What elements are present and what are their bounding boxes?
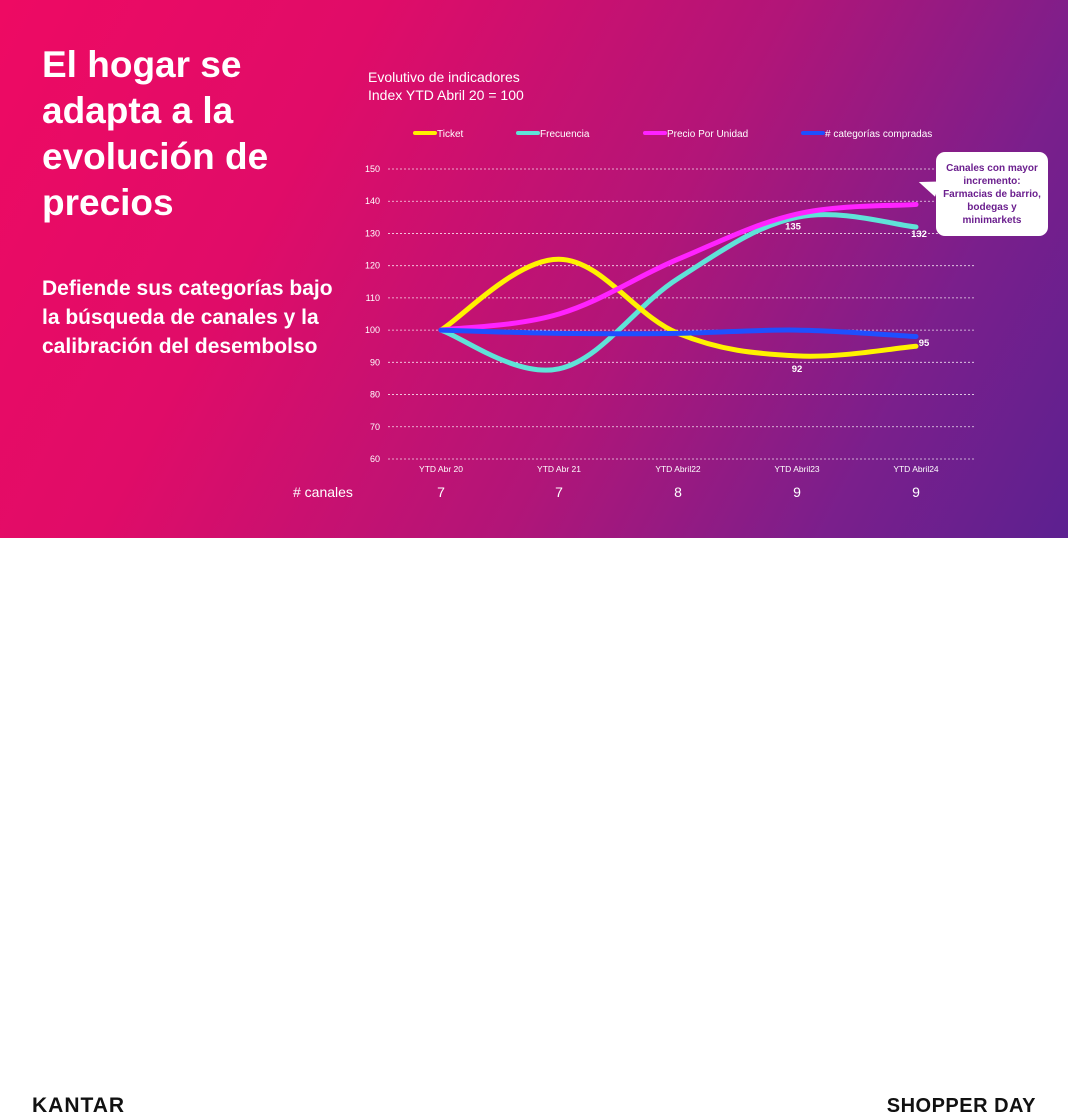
legend-label: Frecuencia — [540, 129, 590, 140]
y-tick-label: 130 — [365, 228, 380, 238]
y-tick-label: 100 — [365, 325, 380, 335]
callout-note: Canales con mayor incremento: Farmacias … — [936, 152, 1048, 236]
series-line--categor-as-compradas — [441, 330, 916, 337]
y-tick-label: 150 — [365, 164, 380, 174]
data-label: 132 — [911, 229, 927, 240]
y-tick-label: 110 — [366, 293, 380, 303]
x-tick-label: YTD Abril24 — [893, 464, 939, 474]
channels-value: 9 — [912, 484, 920, 500]
series-line-ticket — [441, 259, 916, 356]
data-label: 95 — [919, 338, 930, 349]
y-tick-label: 120 — [365, 261, 380, 271]
shopper-day-logo: SHOPPER DAY — [887, 1095, 1036, 1118]
channels-value: 9 — [793, 484, 801, 500]
data-label: 92 — [792, 364, 803, 375]
line-chart: 60 70 80 90 100 110 120 130 140 150 YTD Abr 20 YTD … — [0, 0, 1068, 538]
x-tick-label: YTD Abril22 — [655, 464, 701, 474]
channels-value: 7 — [555, 484, 563, 500]
series-line-precio-por-unidad — [441, 204, 916, 330]
legend-label: Ticket — [437, 129, 464, 140]
y-tick-label: 70 — [370, 422, 380, 432]
y-tick-label: 90 — [370, 357, 380, 367]
y-tick-label: 80 — [370, 390, 380, 400]
x-tick-label: YTD Abr 21 — [537, 464, 581, 474]
legend-label: Precio Por Unidad — [667, 129, 748, 140]
footer-bar: KANTAR SHOPPER DAY — [0, 538, 1068, 600]
y-tick-label: 60 — [370, 454, 380, 464]
y-tick-label: 140 — [365, 196, 380, 206]
channels-label: # canales — [293, 484, 353, 500]
series-line-frecuencia — [441, 215, 916, 371]
data-label: 135 — [785, 221, 802, 232]
channels-value: 7 — [437, 484, 445, 500]
channels-value: 8 — [674, 484, 682, 500]
kantar-logo: KANTAR — [32, 1094, 125, 1118]
legend-label: # categorías compradas — [825, 129, 932, 140]
slide-background: El hogar se adapta a la evolución de pre… — [0, 0, 1068, 538]
x-tick-label: YTD Abr 20 — [419, 464, 463, 474]
x-tick-label: YTD Abril23 — [774, 464, 820, 474]
